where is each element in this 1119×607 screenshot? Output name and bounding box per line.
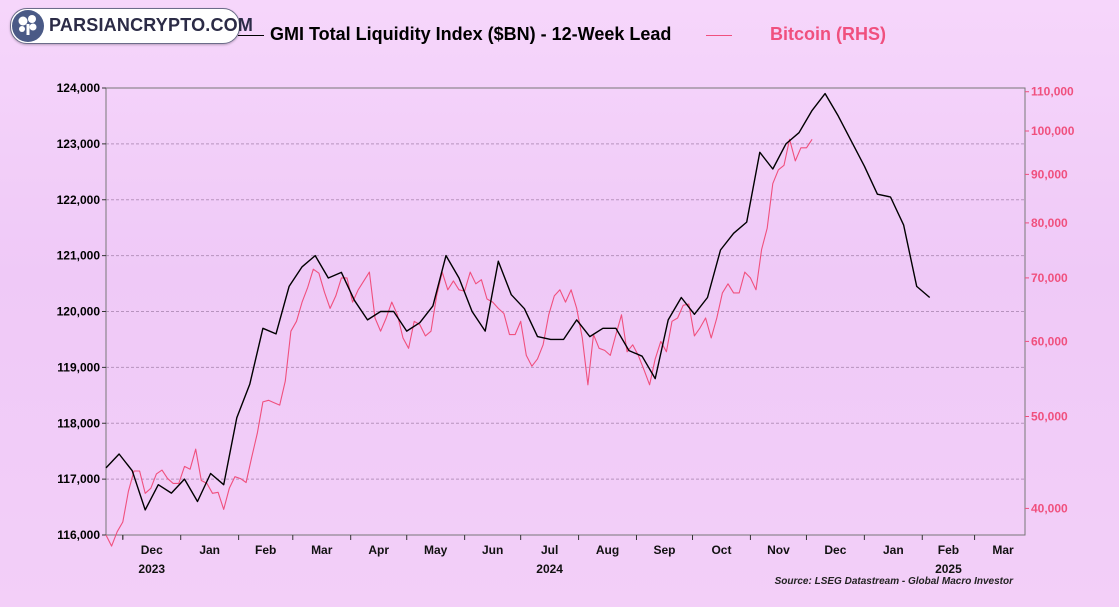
left-tick-label: 116,000 [57,528,100,542]
left-tick-label: 119,000 [57,360,100,374]
legend-label-bitcoin: Bitcoin (RHS) [770,24,886,44]
x-tick-label: Jan [883,543,904,557]
left-tick-label: 118,000 [57,416,100,430]
legend-swatch-bitcoin [706,35,732,36]
x-tick-label: Sep [653,543,675,557]
site-logo[interactable]: PARSIANCRYPTO.COM [10,8,253,44]
legend-label-liquidity: GMI Total Liquidity Index ($BN) - 12-Wee… [270,24,672,44]
legend-swatch-liquidity [238,35,264,36]
x-tick-label: Dec [824,543,846,557]
right-tick-label: 110,000 [1031,85,1074,99]
x-tick-label: Feb [255,543,276,557]
x-tick-label: Mar [992,543,1014,557]
x-tick-label: Feb [938,543,959,557]
right-tick-label: 90,000 [1031,167,1068,181]
left-tick-label: 123,000 [57,137,101,151]
x-tick-label: Jan [199,543,220,557]
right-tick-label: 80,000 [1031,216,1068,230]
x-tick-label: Aug [596,543,619,557]
right-tick-label: 60,000 [1031,334,1068,348]
series-line-liquidity [105,92,931,511]
x-axis: Dec Jan Feb Mar Apr May Jun Jul Aug Sep Oct Nov Dec J… [122,535,1014,576]
x-tick-label: May [424,543,448,557]
gridlines [106,143,1025,480]
tree-logo-icon [12,10,44,42]
right-axis: 40,000 50,000 60,000 70,000 80,000 90,000 100,… [1025,85,1075,515]
x-tick-label: Oct [711,543,731,557]
x-tick-label: Dec [141,543,163,557]
series-layer [105,92,931,547]
x-tick-label: Jul [541,543,558,557]
right-tick-label: 100,000 [1031,124,1075,138]
x-tick-label: Mar [311,543,333,557]
series-line-bitcoin [105,138,813,547]
source-note: Source: LSEG Datastream - Global Macro I… [774,576,1013,587]
right-tick-label: 40,000 [1031,501,1068,515]
right-tick-label: 50,000 [1031,410,1068,424]
x-year-label: 2024 [536,562,563,576]
x-tick-label: Apr [368,543,389,557]
left-axis: 116,000 117,000 118,000 119,000 120,000 121,0… [57,81,106,542]
left-tick-label: 124,000 [57,81,101,95]
x-tick-label: Jun [482,543,503,557]
left-tick-label: 122,000 [57,193,101,207]
left-tick-label: 120,000 [57,305,101,319]
right-tick-label: 70,000 [1031,271,1068,285]
x-tick-label: Nov [767,543,790,557]
logo-text: PARSIANCRYPTO.COM [49,15,254,35]
x-year-label: 2025 [935,562,962,576]
x-year-label: 2023 [138,562,165,576]
left-tick-label: 117,000 [57,472,100,486]
left-tick-label: 121,000 [57,249,101,263]
